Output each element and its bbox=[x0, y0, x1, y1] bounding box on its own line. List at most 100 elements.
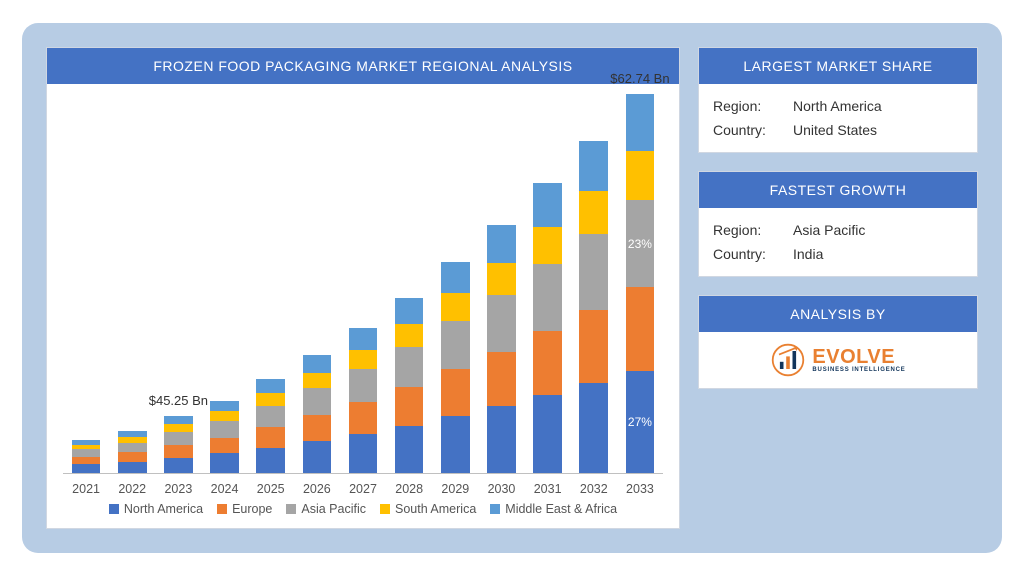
bar-segment bbox=[626, 94, 655, 151]
bar-segment bbox=[626, 287, 655, 370]
bar-segment bbox=[303, 373, 332, 388]
legend-item: North America bbox=[109, 502, 203, 516]
bar-column bbox=[118, 431, 147, 473]
bar-segment bbox=[533, 264, 562, 331]
bar-annotation: $62.74 Bn bbox=[610, 71, 669, 86]
bar-column bbox=[164, 416, 193, 473]
bar-segment bbox=[579, 234, 608, 310]
stacked-bar-plot: $45.25 Bn27%23%$62.74 Bn bbox=[63, 94, 663, 474]
country-row: Country: India bbox=[713, 242, 963, 266]
bar-segment bbox=[256, 393, 285, 405]
bar-segment bbox=[210, 401, 239, 412]
bar-column bbox=[349, 328, 378, 473]
bar-segment bbox=[210, 421, 239, 438]
bar-column bbox=[487, 225, 516, 473]
bar-column bbox=[579, 141, 608, 473]
evolve-logo: EVOLVE BUSINESS INTELLIGENCE bbox=[770, 342, 905, 378]
bar-segment bbox=[349, 402, 378, 434]
country-value: India bbox=[793, 246, 823, 262]
bar-segment bbox=[441, 369, 470, 416]
country-label: Country: bbox=[713, 122, 783, 138]
brand-name: EVOLVE bbox=[812, 347, 905, 367]
legend-swatch-icon bbox=[380, 504, 390, 514]
bar-segment bbox=[303, 388, 332, 415]
card-title: ANALYSIS BY bbox=[699, 296, 977, 332]
side-panels: LARGEST MARKET SHARE Region: North Ameri… bbox=[698, 47, 978, 529]
bar-segment bbox=[533, 227, 562, 265]
bar-segment bbox=[349, 434, 378, 473]
chart-title: FROZEN FOOD PACKAGING MARKET REGIONAL AN… bbox=[47, 48, 679, 84]
bar-segment bbox=[441, 262, 470, 294]
country-label: Country: bbox=[713, 246, 783, 262]
legend-label: Europe bbox=[232, 502, 272, 516]
bar-segment bbox=[441, 416, 470, 473]
bar-segment bbox=[303, 355, 332, 373]
bar-segment bbox=[395, 298, 424, 324]
logo-mark-icon bbox=[770, 342, 806, 378]
bar-pct-label: 23% bbox=[626, 237, 655, 251]
bar-column bbox=[441, 262, 470, 473]
legend-item: Asia Pacific bbox=[286, 502, 366, 516]
bar-segment bbox=[256, 379, 285, 393]
bar-segment bbox=[210, 438, 239, 454]
bar-column bbox=[72, 440, 101, 473]
card-body: EVOLVE BUSINESS INTELLIGENCE bbox=[699, 332, 977, 388]
x-tick-label: 2024 bbox=[201, 482, 247, 496]
bar-segment bbox=[118, 452, 147, 461]
bar-segment bbox=[118, 443, 147, 453]
x-tick-label: 2030 bbox=[478, 482, 524, 496]
x-tick-label: 2025 bbox=[248, 482, 294, 496]
bar-segment bbox=[210, 453, 239, 473]
bar-segment bbox=[349, 350, 378, 369]
bar-segment bbox=[210, 411, 239, 420]
bar-segment bbox=[579, 191, 608, 234]
bar-segment bbox=[256, 448, 285, 473]
bar-segment bbox=[626, 151, 655, 200]
country-value: United States bbox=[793, 122, 877, 138]
bar-segment bbox=[395, 426, 424, 473]
logo-text: EVOLVE BUSINESS INTELLIGENCE bbox=[812, 347, 905, 373]
region-row: Region: North America bbox=[713, 94, 963, 118]
infographic-container: FROZEN FOOD PACKAGING MARKET REGIONAL AN… bbox=[22, 23, 1002, 553]
bar-segment bbox=[441, 321, 470, 370]
bar-segment bbox=[118, 462, 147, 473]
x-tick-label: 2033 bbox=[617, 482, 663, 496]
bar-segment bbox=[303, 441, 332, 473]
legend-swatch-icon bbox=[217, 504, 227, 514]
legend-item: Middle East & Africa bbox=[490, 502, 617, 516]
fastest-growth-card: FASTEST GROWTH Region: Asia Pacific Coun… bbox=[698, 171, 978, 277]
legend-label: Asia Pacific bbox=[301, 502, 366, 516]
country-row: Country: United States bbox=[713, 118, 963, 142]
bar-segment bbox=[487, 295, 516, 352]
chart-panel: FROZEN FOOD PACKAGING MARKET REGIONAL AN… bbox=[46, 47, 680, 529]
bar-segment bbox=[303, 415, 332, 441]
bar-segment bbox=[164, 445, 193, 458]
x-tick-label: 2026 bbox=[294, 482, 340, 496]
bar-segment bbox=[349, 328, 378, 350]
bar-segment bbox=[164, 432, 193, 445]
card-title: FASTEST GROWTH bbox=[699, 172, 977, 208]
bar-segment bbox=[487, 225, 516, 262]
legend-item: Europe bbox=[217, 502, 272, 516]
bar-segment bbox=[441, 293, 470, 320]
brand-tag: BUSINESS INTELLIGENCE bbox=[812, 367, 905, 373]
bar-segment bbox=[579, 310, 608, 383]
x-tick-label: 2023 bbox=[155, 482, 201, 496]
bar-segment bbox=[487, 352, 516, 406]
bar-segment bbox=[395, 387, 424, 426]
bar-segment bbox=[487, 406, 516, 473]
region-value: North America bbox=[793, 98, 882, 114]
region-row: Region: Asia Pacific bbox=[713, 218, 963, 242]
bar-column bbox=[303, 355, 332, 473]
bar-segment bbox=[349, 369, 378, 402]
bar-segment bbox=[533, 395, 562, 473]
bar-segment bbox=[256, 427, 285, 448]
bar-annotation: $45.25 Bn bbox=[149, 393, 208, 408]
bar-segment bbox=[72, 464, 101, 473]
analysis-by-card: ANALYSIS BY EVOLVE bbox=[698, 295, 978, 389]
bar-column bbox=[256, 379, 285, 473]
x-tick-label: 2028 bbox=[386, 482, 432, 496]
legend-swatch-icon bbox=[490, 504, 500, 514]
region-label: Region: bbox=[713, 98, 783, 114]
legend-item: South America bbox=[380, 502, 476, 516]
